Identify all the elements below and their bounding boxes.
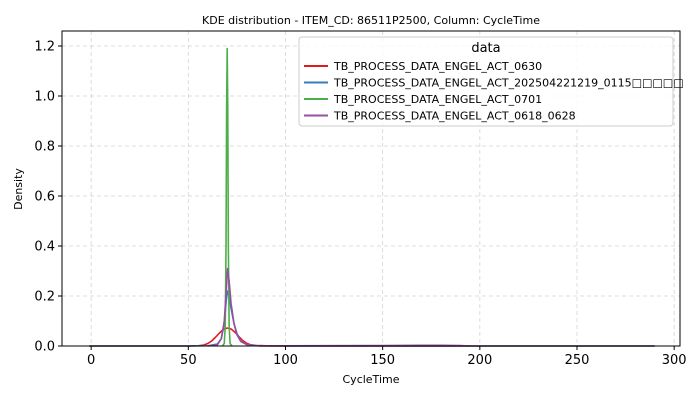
x-tick-label: 250 [565, 353, 590, 368]
series-line-3 [221, 47, 233, 347]
y-tick-label: 0.0 [34, 340, 55, 355]
legend-box [298, 36, 674, 127]
legend: data TB_PROCESS_DATA_ENGEL_ACT_0630TB_PR… [298, 36, 684, 127]
x-axis-ticks: 0 50 100 150 200 250 300 [87, 346, 687, 368]
x-tick-label: 50 [180, 353, 197, 368]
x-tick-label: 100 [273, 353, 298, 368]
legend-label: TB_PROCESS_DATA_ENGEL_ACT_0701 [333, 93, 542, 106]
x-tick-label: 200 [467, 353, 492, 368]
y-tick-label: 0.4 [34, 240, 55, 255]
x-tick-label: 300 [662, 353, 687, 368]
series-line-4 [207, 267, 471, 347]
y-tick-label: 0.8 [34, 140, 55, 155]
y-tick-label: 1.2 [34, 40, 55, 55]
chart-title: KDE distribution - ITEM_CD: 86511P2500, … [202, 14, 540, 27]
legend-items: TB_PROCESS_DATA_ENGEL_ACT_0630 TB_PROCESS… [304, 60, 684, 123]
y-tick-label: 0.2 [34, 290, 55, 305]
legend-title: data [471, 41, 500, 56]
legend-label: TB_PROCESS_DATA_ENGEL_ACT_0630 [333, 60, 542, 73]
series-line-2 [89, 290, 655, 347]
y-tick-label: 1.0 [34, 90, 55, 105]
legend-label: TB_PROCESS_DATA_ENGEL_ACT_0618_0628 [333, 110, 576, 123]
legend-label: TB_PROCESS_DATA_ENGEL_ACT_202504221219_0… [333, 77, 684, 90]
y-axis-ticks: 0.0 0.2 0.4 0.6 0.8 1.0 1.2 [34, 40, 62, 355]
y-axis-label: Density [12, 168, 25, 210]
series-line-1 [89, 327, 655, 347]
x-tick-label: 150 [370, 353, 395, 368]
x-axis-label: CycleTime [343, 373, 400, 386]
plot-frame [61, 30, 681, 347]
x-tick-label: 0 [87, 353, 95, 368]
y-tick-label: 0.6 [34, 190, 55, 205]
